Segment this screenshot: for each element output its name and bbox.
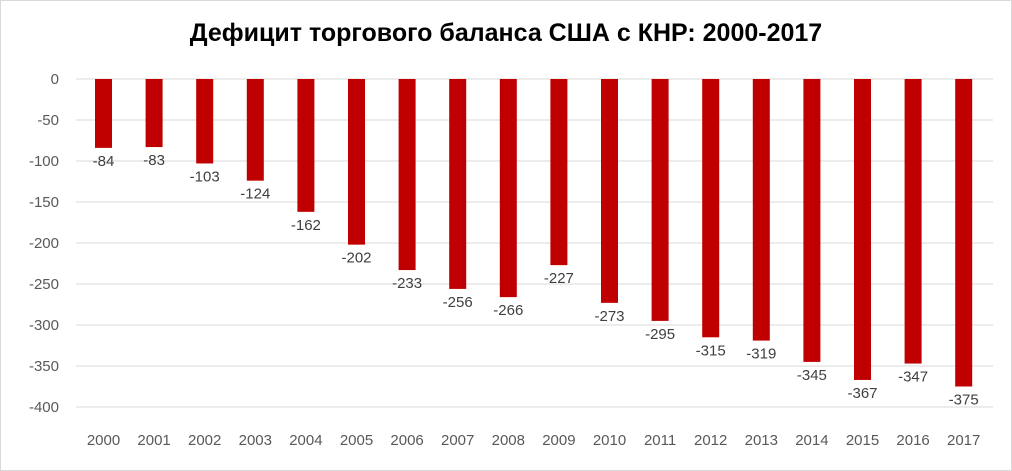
x-tick-label: 2015 (846, 432, 879, 449)
bar (803, 79, 821, 362)
bar (601, 79, 618, 303)
bar (854, 79, 871, 380)
x-tick-label: 2014 (795, 432, 828, 449)
x-tick-label: 2003 (239, 432, 272, 449)
data-label: -345 (797, 367, 827, 384)
bars (95, 79, 973, 387)
data-label: -84 (93, 153, 115, 170)
y-tick-label: -400 (29, 399, 59, 416)
x-tick-label: 2017 (947, 432, 980, 449)
gridlines (76, 78, 993, 408)
x-tick-label: 2009 (542, 432, 575, 449)
x-tick-label: 2005 (340, 432, 373, 449)
data-label: -256 (443, 294, 473, 311)
y-tick-label: -150 (29, 194, 59, 211)
data-label: -83 (143, 152, 165, 169)
x-axis: 2000 2001 2002 2003 2004 2005 2006 2007 2008 2009… (87, 432, 981, 449)
bar (651, 79, 669, 321)
chart-title: Дефицит торгового баланса США с КНР: 200… (189, 19, 823, 47)
y-tick-label: -50 (37, 112, 59, 129)
x-tick-label: 2006 (390, 432, 423, 449)
x-tick-label: 2001 (137, 432, 170, 449)
bar (398, 79, 416, 271)
bar (348, 79, 365, 245)
data-label: -319 (746, 346, 776, 363)
data-label: -202 (341, 250, 371, 267)
data-label: -295 (645, 326, 675, 343)
y-tick-label: -100 (29, 153, 59, 170)
x-tick-label: 2002 (188, 432, 221, 449)
x-tick-label: 2010 (593, 432, 626, 449)
bar (904, 79, 922, 364)
x-tick-label: 2000 (87, 432, 120, 449)
bar (752, 79, 770, 341)
bar (499, 79, 517, 298)
x-tick-label: 2012 (694, 432, 727, 449)
y-tick-label: -200 (29, 235, 59, 252)
x-tick-label: 2011 (644, 432, 676, 449)
bar (246, 79, 264, 181)
bar (702, 79, 720, 338)
bar (95, 79, 112, 148)
data-label: -124 (240, 186, 270, 203)
data-label: -266 (493, 302, 523, 319)
data-label: -347 (898, 369, 928, 386)
data-label: -367 (847, 385, 877, 402)
bar (955, 79, 973, 387)
x-tick-label: 2013 (745, 432, 778, 449)
x-tick-label: 2008 (492, 432, 525, 449)
data-label: -315 (696, 342, 726, 359)
y-axis: 0 -50 -100 -150 -200 -250 -300 -350 -400 (29, 71, 59, 416)
data-label: -375 (949, 392, 979, 409)
bar (145, 79, 163, 148)
data-label: -227 (544, 270, 574, 287)
data-labels: -84 -83 -103 -124 -162 -202 -233 -256 -266 -227 -2… (93, 152, 979, 408)
bar (196, 79, 214, 164)
y-tick-label: -300 (29, 317, 59, 334)
bar (297, 79, 315, 212)
x-tick-label: 2007 (441, 432, 474, 449)
data-label: -162 (291, 217, 321, 234)
bar (550, 79, 568, 266)
y-tick-label: -350 (29, 358, 59, 375)
data-label: -103 (190, 168, 220, 185)
data-label: -233 (392, 275, 422, 292)
y-tick-label: -250 (29, 276, 59, 293)
x-tick-label: 2016 (896, 432, 929, 449)
y-tick-label: 0 (51, 71, 59, 88)
x-tick-label: 2004 (289, 432, 322, 449)
bar (449, 79, 467, 289)
data-label: -273 (594, 308, 624, 325)
